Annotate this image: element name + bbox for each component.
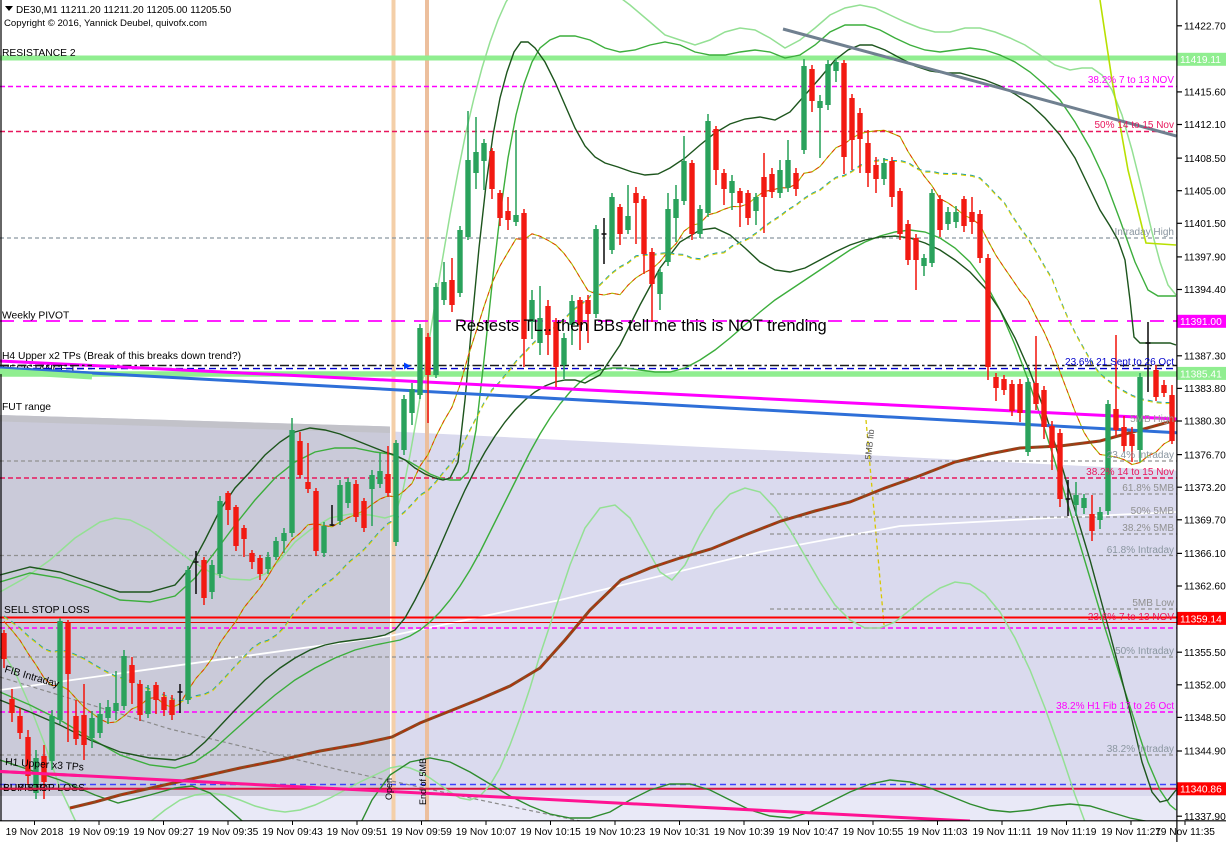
svg-text:38.2% 14 to 15 Nov: 38.2% 14 to 15 Nov	[1086, 467, 1174, 478]
svg-text:11405.00: 11405.00	[1184, 186, 1226, 197]
svg-text:19 Nov 10:07: 19 Nov 10:07	[456, 827, 517, 838]
svg-text:23.6% 7 to 13 NOV: 23.6% 7 to 13 NOV	[1088, 612, 1174, 623]
svg-text:11408.50: 11408.50	[1184, 154, 1226, 165]
svg-text:61.8% Intraday: 61.8% Intraday	[1107, 545, 1174, 556]
svg-text:11397.90: 11397.90	[1184, 253, 1226, 264]
svg-text:11337.90: 11337.90	[1184, 812, 1226, 823]
svg-text:FUT range: FUT range	[2, 402, 51, 413]
svg-text:11394.40: 11394.40	[1184, 285, 1226, 296]
svg-text:Weekly PIVOT: Weekly PIVOT	[2, 311, 70, 322]
svg-text:23.4% Intraday: 23.4% Intraday	[1107, 450, 1174, 461]
svg-text:19 Nov 10:23: 19 Nov 10:23	[585, 827, 646, 838]
svg-text:50% 14 to 15 Nov: 50% 14 to 15 Nov	[1095, 120, 1175, 131]
svg-text:11380.30: 11380.30	[1184, 417, 1226, 428]
svg-text:11422.70: 11422.70	[1184, 22, 1226, 33]
svg-text:Open: Open	[384, 778, 394, 800]
svg-text:Copyright © 2016, Yannick Deub: Copyright © 2016, Yannick Deubel, quivof…	[4, 18, 207, 29]
svg-text:38.2% 5MB: 38.2% 5MB	[1122, 523, 1174, 534]
svg-text:11412.10: 11412.10	[1184, 120, 1226, 131]
svg-text:19 Nov 09:27: 19 Nov 09:27	[133, 827, 194, 838]
svg-text:19 Nov 11:11: 19 Nov 11:11	[972, 827, 1031, 838]
svg-text:11376.70: 11376.70	[1184, 450, 1226, 461]
svg-text:19 Nov 09:19: 19 Nov 09:19	[69, 827, 130, 838]
svg-text:DE30,M1 11211.20 11211.20 112: DE30,M1 11211.20 11211.20 11205.00 11205…	[16, 5, 232, 16]
svg-text:11359.14: 11359.14	[1180, 614, 1222, 625]
svg-text:50% Intraday: 50% Intraday	[1115, 646, 1174, 657]
svg-text:19 Nov 2018: 19 Nov 2018	[6, 827, 64, 838]
svg-text:19 Nov 11:03: 19 Nov 11:03	[908, 827, 968, 838]
svg-text:11419.11: 11419.11	[1180, 55, 1221, 66]
svg-text:11366.10: 11366.10	[1184, 549, 1226, 560]
svg-text:11401.50: 11401.50	[1184, 219, 1226, 230]
svg-text:19 Nov 10:31: 19 Nov 10:31	[649, 827, 710, 838]
svg-text:11362.60: 11362.60	[1184, 582, 1226, 593]
svg-text:5MB Low: 5MB Low	[1132, 598, 1174, 609]
svg-text:5MB fib: 5MB fib	[863, 429, 876, 460]
svg-text:19 Nov 10:47: 19 Nov 10:47	[778, 827, 839, 838]
svg-text:5MB High: 5MB High	[1130, 414, 1174, 425]
svg-text:H1 Upper x3 TPs: H1 Upper x3 TPs	[5, 757, 84, 773]
svg-text:38.2% 7 to 13 NOV: 38.2% 7 to 13 NOV	[1088, 75, 1174, 86]
svg-text:19 Nov 10:55: 19 Nov 10:55	[843, 827, 904, 838]
svg-text:19 Nov 11:35: 19 Nov 11:35	[1155, 827, 1215, 838]
svg-text:11348.50: 11348.50	[1184, 713, 1226, 724]
svg-text:19 Nov 09:59: 19 Nov 09:59	[391, 827, 452, 838]
svg-text:11387.30: 11387.30	[1184, 352, 1226, 363]
svg-text:11340.86: 11340.86	[1180, 785, 1222, 796]
svg-text:50% 5MB: 50% 5MB	[1131, 506, 1175, 517]
svg-text:11415.60: 11415.60	[1184, 88, 1226, 99]
svg-text:11385.41: 11385.41	[1180, 369, 1222, 380]
svg-text:RESISTANCE 2: RESISTANCE 2	[2, 48, 76, 59]
svg-text:SELL STOP LOSS: SELL STOP LOSS	[4, 605, 90, 616]
svg-text:11352.00: 11352.00	[1184, 681, 1226, 692]
svg-text:H4 Upper x2 TPs (Break of thi: H4 Upper x2 TPs (Break of this breaks do…	[2, 351, 241, 362]
svg-text:End of 5MB: End of 5MB	[418, 758, 428, 805]
svg-text:19 Nov 09:51: 19 Nov 09:51	[327, 827, 388, 838]
svg-text:Intraday High: Intraday High	[1115, 227, 1174, 238]
svg-text:11369.70: 11369.70	[1184, 516, 1226, 527]
svg-text:11383.80: 11383.80	[1184, 384, 1226, 395]
svg-text:23.6% 21 Sept to 26 Oct: 23.6% 21 Sept to 26 Oct	[1065, 357, 1174, 368]
svg-text:11373.20: 11373.20	[1184, 483, 1226, 494]
svg-text:38.2% H1 Fib 17 to 26 Oct: 38.2% H1 Fib 17 to 26 Oct	[1056, 701, 1174, 712]
svg-text:11391.00: 11391.00	[1180, 317, 1222, 328]
svg-text:19 Nov 11:19: 19 Nov 11:19	[1037, 827, 1097, 838]
svg-text:61.8% 5MB: 61.8% 5MB	[1122, 483, 1174, 494]
svg-text:11344.90: 11344.90	[1184, 747, 1226, 758]
svg-text:19 Nov 09:35: 19 Nov 09:35	[198, 827, 259, 838]
svg-text:19 Nov 11:27: 19 Nov 11:27	[1101, 827, 1161, 838]
svg-text:19 Nov 10:39: 19 Nov 10:39	[714, 827, 775, 838]
svg-text:19 Nov 10:15: 19 Nov 10:15	[520, 827, 581, 838]
svg-text:19 Nov 09:43: 19 Nov 09:43	[262, 827, 323, 838]
svg-text:38.2% Intraday: 38.2% Intraday	[1107, 744, 1174, 755]
svg-text:Restests TL.. then BBs tell me: Restests TL.. then BBs tell me this is N…	[455, 317, 827, 335]
svg-text:11355.50: 11355.50	[1184, 648, 1226, 659]
